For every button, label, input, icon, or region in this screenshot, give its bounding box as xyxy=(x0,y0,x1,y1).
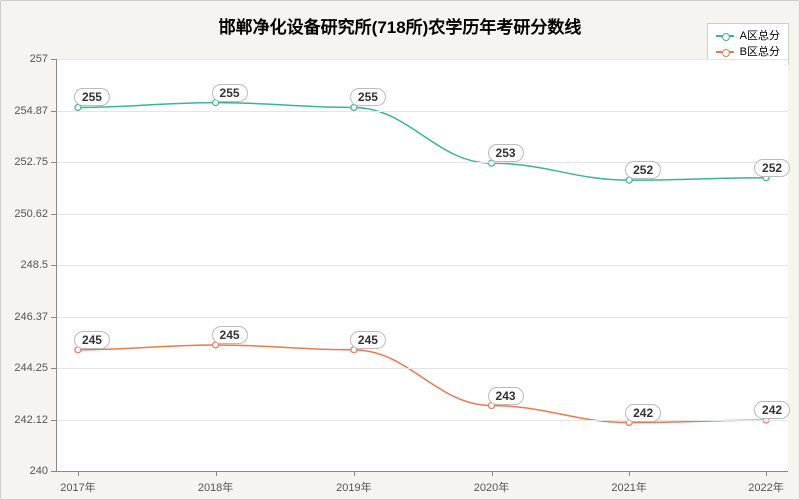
grid-line xyxy=(56,214,788,215)
legend-item-a: A区总分 xyxy=(716,28,780,44)
data-label: 245 xyxy=(74,331,110,349)
data-label: 255 xyxy=(74,88,110,106)
legend-item-b: B区总分 xyxy=(716,44,780,60)
data-label: 242 xyxy=(625,404,661,422)
data-label: 245 xyxy=(350,331,386,349)
y-tick-label: 250.62 xyxy=(14,208,48,220)
x-tick-label: 2019年 xyxy=(336,479,371,495)
data-label: 243 xyxy=(488,387,524,405)
y-tick-label: 252.75 xyxy=(14,156,48,168)
grid-line xyxy=(56,420,788,421)
grid-line xyxy=(56,265,788,266)
y-tick-label: 244.25 xyxy=(14,362,48,374)
data-label: 253 xyxy=(488,144,524,162)
grid-line xyxy=(56,111,788,112)
x-tick-label: 2021年 xyxy=(611,479,646,495)
x-tick-label: 2017年 xyxy=(60,479,95,495)
grid-line xyxy=(56,59,788,60)
chart-title: 邯郸净化设备研究所(718所)农学历年考研分数线 xyxy=(1,13,799,38)
grid-line xyxy=(56,317,788,318)
y-tick-label: 254.87 xyxy=(14,105,48,117)
series-line xyxy=(78,345,766,423)
x-axis-line xyxy=(56,471,788,472)
plot-area: 240242.12244.25246.37248.5250.62252.7525… xyxy=(56,59,788,471)
chart-container: 邯郸净化设备研究所(718所)农学历年考研分数线 A区总分 B区总分 24024… xyxy=(0,0,800,500)
data-label: 252 xyxy=(625,161,661,179)
legend-swatch-a xyxy=(716,35,734,37)
y-axis-line xyxy=(56,59,57,471)
data-label: 255 xyxy=(212,84,248,102)
data-label: 242 xyxy=(754,401,790,419)
y-tick-label: 248.5 xyxy=(20,259,48,271)
data-label: 255 xyxy=(350,88,386,106)
data-label: 252 xyxy=(754,159,790,177)
data-label: 245 xyxy=(212,326,248,344)
grid-line xyxy=(56,368,788,369)
y-tick-label: 257 xyxy=(30,53,48,65)
legend-swatch-b xyxy=(716,51,734,53)
x-tick-label: 2020年 xyxy=(474,479,509,495)
legend-label-a: A区总分 xyxy=(740,28,780,44)
y-tick-label: 242.12 xyxy=(14,414,48,426)
y-tick-label: 240 xyxy=(30,465,48,477)
y-tick-label: 246.37 xyxy=(14,311,48,323)
legend-label-b: B区总分 xyxy=(740,44,780,60)
x-tick-label: 2022年 xyxy=(748,479,783,495)
grid-line xyxy=(56,162,788,163)
series-line xyxy=(78,103,766,181)
x-tick-label: 2018年 xyxy=(198,479,233,495)
